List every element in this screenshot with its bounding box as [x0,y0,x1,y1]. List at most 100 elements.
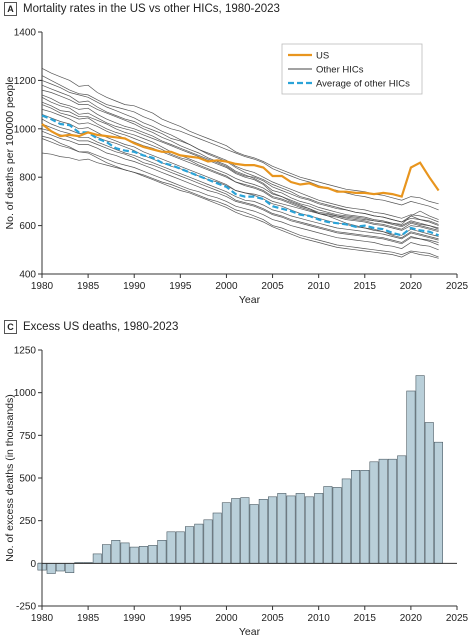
x-tick-label: 2025 [446,281,469,292]
bar [157,540,167,564]
bar [415,375,425,564]
bar [341,478,351,564]
x-tick-label: 2020 [400,281,423,292]
y-tick-label: 1400 [14,28,37,39]
x-tick-label: 1990 [123,613,146,624]
other-hic-line [41,80,439,226]
bar [295,493,305,564]
panel-a-title: A Mortality rates in the US vs other HIC… [4,2,280,16]
bar [65,563,75,574]
bar [185,526,195,564]
x-tick-label: 2005 [261,281,284,292]
other-hic-line [41,96,439,240]
panel-c-title: C Excess US deaths, 1980-2023 [4,320,178,334]
y-axis-label: No. of deaths per 100000 people [4,76,16,229]
other-hic-line [41,123,439,241]
other-hic-line [41,128,439,243]
y-axis-label: No. of excess deaths (in thousands) [4,394,16,562]
bar [433,441,443,564]
us-line [41,123,440,198]
x-tick-label: 2025 [446,613,469,624]
x-axis-label: Year [239,626,261,638]
bar [258,499,268,564]
other-hic-line [41,109,439,233]
legend-label: Average of other HICs [316,79,410,90]
other-hic-line [41,101,439,230]
bar [102,544,112,564]
bar [304,496,314,564]
bar [397,455,407,564]
bar [138,546,148,564]
bar [277,493,287,564]
x-tick-label: 1995 [169,281,192,292]
bar [231,498,241,564]
bar [360,470,370,564]
x-tick-label: 2010 [308,613,331,624]
bar [378,458,388,564]
panel-c-letter: C [4,320,17,334]
bar [332,487,342,564]
y-tick-label: 750 [19,431,36,442]
y-tick-label: 400 [19,270,36,281]
legend-label: Other HICs [316,65,364,76]
bar [369,461,379,564]
y-tick-label: 800 [19,173,36,184]
bar [267,496,277,564]
x-tick-label: 1980 [31,281,54,292]
bar [286,495,296,564]
panel-a-title-text: Mortality rates in the US vs other HICs,… [23,3,280,15]
bar [387,458,397,564]
panel-a-letter: A [4,2,17,16]
bar [166,531,176,564]
bar [55,563,65,572]
bar [203,519,213,564]
bar [46,563,56,574]
bar [92,553,102,564]
x-tick-label: 2010 [308,281,331,292]
x-axis-label: Year [239,294,261,306]
bar [148,545,158,564]
x-tick-label: 1990 [123,281,146,292]
bar [221,502,231,564]
other-hic-line [41,89,439,229]
other-hic-line [41,104,439,231]
bar [314,493,324,564]
x-tick-label: 1980 [31,613,54,624]
x-tick-label: 1985 [77,281,100,292]
x-tick-label: 2015 [354,613,377,624]
average-other-hics-line [41,114,439,237]
y-tick-label: 0 [30,559,36,570]
other-hic-line [41,135,439,259]
other-hic-line [41,152,439,258]
other-hic-line [41,84,439,223]
bar [194,523,204,564]
mortality-line-chart: 400 600 800 1000 1200 1400 1980 1985 1990 1995 200… [4,28,469,307]
y-tick-label: 1000 [14,124,37,135]
x-tick-label: 1995 [169,613,192,624]
x-tick-label: 2000 [215,613,238,624]
bar [129,546,139,564]
bar [212,512,222,564]
x-tick-label: 2015 [354,281,377,292]
x-tick-label: 1985 [77,613,100,624]
excess-deaths-bar-chart: -250 0 250 500 750 1000 1250 1980 1985 1990 1995 20… [4,346,469,639]
other-hic-line [41,75,439,211]
bar [175,531,185,564]
x-tick-label: 2020 [400,613,423,624]
other-hic-line [41,138,439,251]
y-tick-label: 1250 [14,346,37,357]
bar [111,540,121,564]
other-hic-line [41,130,439,246]
x-tick-label: 2000 [215,281,238,292]
y-tick-label: 500 [19,474,36,485]
y-tick-label: 1200 [14,76,37,87]
y-tick-label: 600 [19,221,36,232]
x-tick-label: 2005 [261,613,284,624]
legend-label: US [316,51,329,62]
bar [120,542,130,564]
y-tick-label: -250 [16,602,36,613]
bar [424,422,434,564]
panel-c-title-text: Excess US deaths, 1980-2023 [23,321,179,333]
y-tick-label: 1000 [14,388,37,399]
bar [406,390,416,564]
